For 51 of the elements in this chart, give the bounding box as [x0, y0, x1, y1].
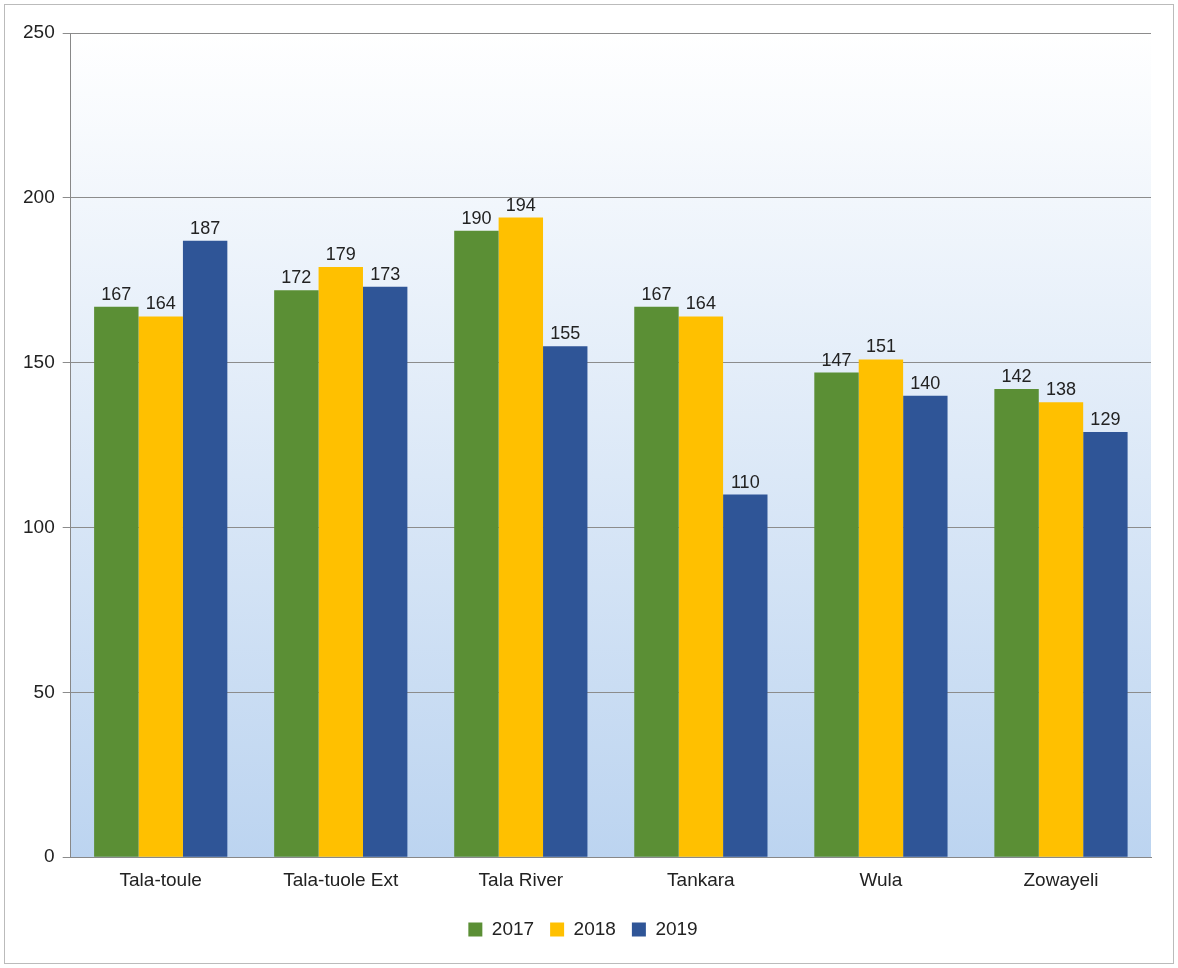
legend-label: 2017 [491, 917, 535, 939]
x-tick-label: Tala River [478, 868, 564, 890]
bar [543, 346, 588, 857]
data-label: 179 [325, 244, 356, 265]
data-label: 140 [910, 372, 941, 393]
bar [274, 290, 319, 857]
data-label: 173 [370, 263, 401, 284]
bar [1038, 402, 1084, 857]
x-tick-label: Zowayeli [1023, 868, 1099, 890]
data-label: 147 [821, 349, 852, 370]
bar [318, 267, 363, 857]
bar [138, 316, 183, 857]
bar [678, 316, 724, 857]
y-tick-label: 250 [23, 21, 55, 43]
y-tick-label: 200 [23, 186, 55, 208]
x-tick-label: Tala-toule [119, 868, 202, 890]
bar [723, 494, 768, 857]
data-label: 138 [1045, 379, 1076, 400]
bar [362, 286, 408, 857]
y-tick-label: 150 [23, 350, 55, 372]
data-label: 151 [865, 336, 896, 357]
data-label: 172 [281, 267, 312, 288]
legend-label: 2018 [573, 917, 616, 939]
data-label: 194 [505, 194, 536, 215]
bar [814, 372, 859, 857]
bar [1083, 431, 1128, 857]
data-label: 167 [641, 283, 672, 304]
bar [498, 217, 544, 857]
data-label: 164 [145, 293, 176, 314]
x-tick-label: Wula [859, 868, 903, 890]
bar [994, 389, 1039, 857]
data-label: 155 [550, 323, 581, 344]
bar [454, 230, 499, 857]
data-label: 187 [190, 217, 221, 238]
bar [903, 395, 948, 857]
data-label: 110 [730, 471, 760, 492]
x-tick-label: Tankara [667, 868, 736, 890]
y-tick-label: 100 [23, 515, 55, 537]
legend-label: 2019 [655, 917, 698, 939]
bar [182, 240, 228, 857]
data-label: 167 [101, 283, 132, 304]
bar [94, 306, 139, 857]
x-tick-label: Tala-tuole Ext [283, 868, 400, 890]
data-label: 190 [461, 207, 492, 228]
bar [858, 359, 904, 857]
y-tick-label: 0 [44, 845, 55, 867]
data-label: 129 [1090, 408, 1121, 429]
data-label: 142 [1001, 366, 1032, 387]
bar [634, 306, 679, 857]
y-tick-label: 50 [33, 680, 55, 702]
data-label: 164 [685, 293, 716, 314]
